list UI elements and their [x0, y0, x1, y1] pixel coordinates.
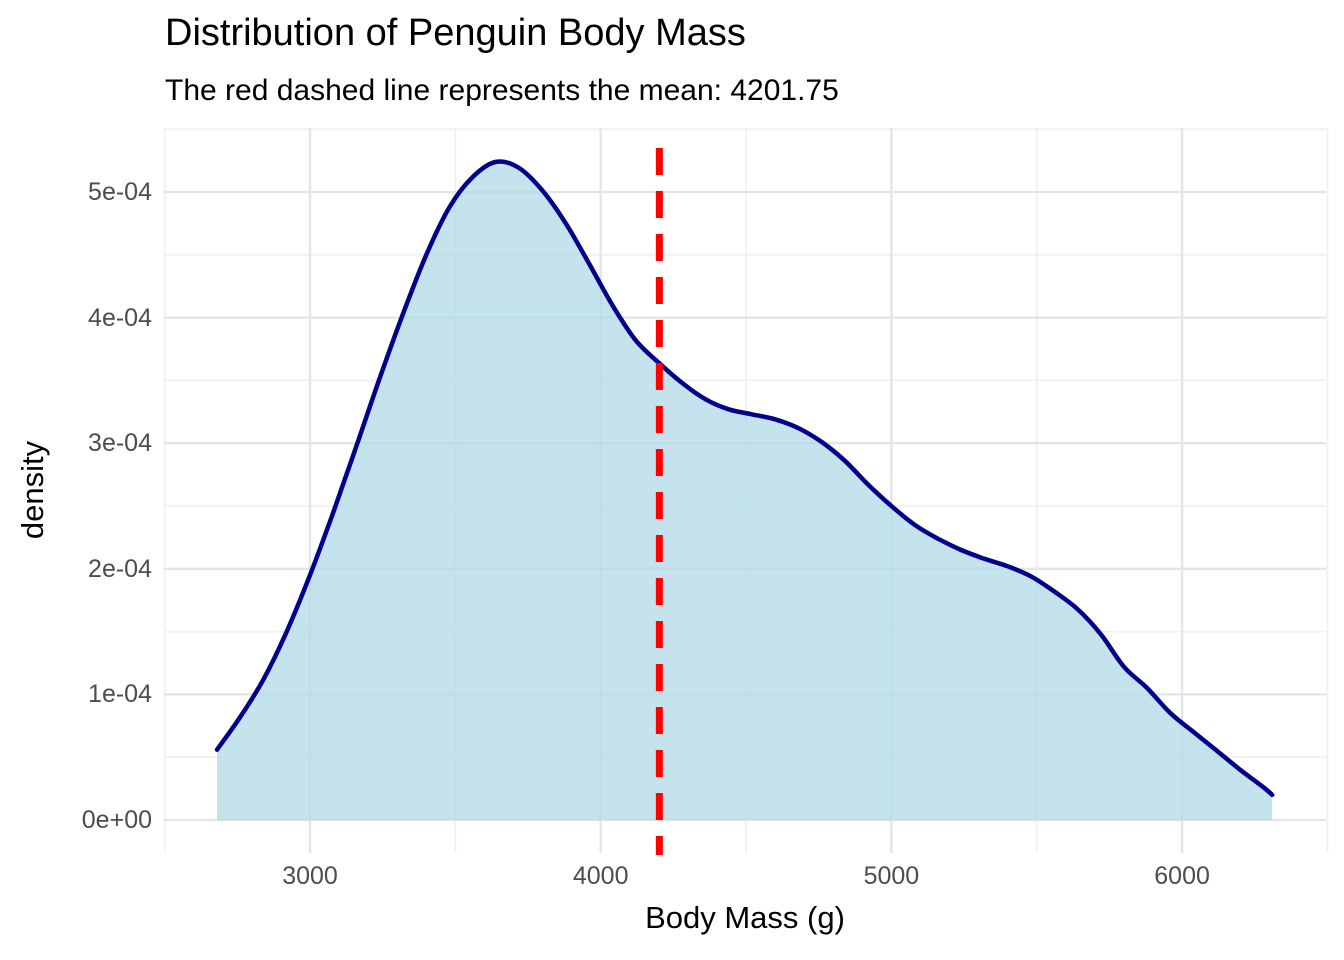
y-tick-label: 4e-04: [88, 303, 152, 332]
y-tick-label: 2e-04: [88, 554, 152, 583]
y-tick-label: 1e-04: [88, 680, 152, 709]
chart-subtitle: The red dashed line represents the mean:…: [165, 74, 839, 107]
density-area: [217, 161, 1273, 820]
y-tick-label: 5e-04: [88, 178, 152, 206]
x-tick-label: 3000: [282, 862, 338, 890]
x-tick-label: 4000: [572, 862, 629, 890]
density-curve: [214, 159, 1275, 798]
x-tick-label: 5000: [863, 862, 920, 890]
chart-title: Distribution of Penguin Body Mass: [165, 12, 746, 54]
y-tick-label: 3e-04: [88, 429, 152, 458]
y-tick-label: 0e+00: [81, 806, 152, 834]
x-axis-title: Body Mass (g): [645, 900, 845, 935]
x-tick-label: 6000: [1154, 862, 1210, 890]
